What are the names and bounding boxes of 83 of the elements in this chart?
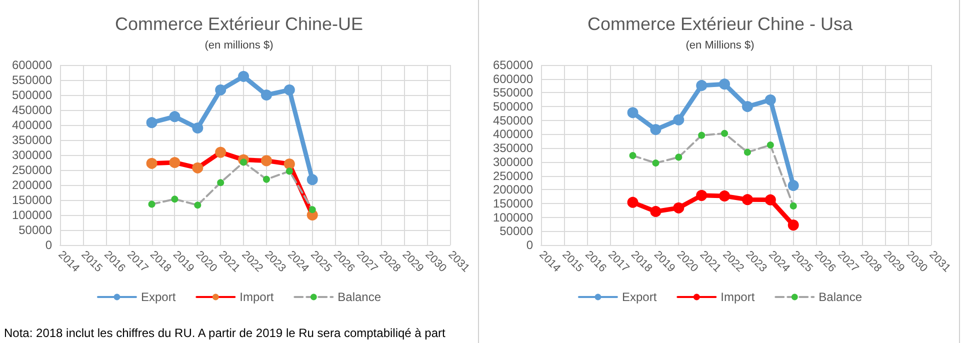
y-tick-label: 250000 — [12, 163, 52, 177]
point — [696, 80, 708, 91]
point — [766, 142, 774, 149]
point — [788, 180, 799, 191]
y-tick-label: 400000 — [492, 127, 534, 142]
point — [215, 84, 226, 96]
y-tick-label: 450000 — [12, 103, 52, 117]
point — [627, 196, 638, 208]
point — [192, 162, 204, 174]
point — [146, 117, 158, 128]
point — [673, 114, 684, 126]
legend-label: Export — [622, 290, 658, 304]
legend-label: Balance — [338, 290, 382, 304]
text: Nota: 2018 inclut les chiffres du RU. A partir de 2019 le Ru sera comptabiliqé à part — [4, 326, 446, 340]
y-tick-label: 50000 — [500, 224, 534, 238]
y-tick-label: 350000 — [492, 141, 534, 156]
point — [308, 206, 316, 214]
y-tick-label: 300000 — [492, 154, 534, 169]
point — [148, 200, 156, 208]
point — [696, 190, 708, 201]
legend-label: Import — [240, 290, 274, 304]
y-tick-label: 550000 — [12, 73, 52, 87]
point — [719, 78, 730, 90]
point — [169, 111, 180, 122]
point — [262, 176, 270, 183]
point — [627, 107, 638, 118]
point — [675, 154, 682, 161]
point — [719, 190, 730, 202]
point — [652, 160, 660, 167]
y-tick-label: 650000 — [492, 58, 534, 72]
y-tick-label: 50000 — [18, 223, 52, 237]
point — [286, 168, 293, 175]
y-tick-label: 200000 — [492, 182, 534, 197]
y-tick-label: 250000 — [492, 168, 534, 183]
y-tick-label: 300000 — [12, 148, 52, 162]
chart-title: Commerce Extérieur Chine-UE — [114, 14, 364, 34]
point — [650, 124, 662, 136]
point — [742, 194, 753, 206]
legend-label: Balance — [818, 290, 862, 304]
point — [764, 94, 776, 106]
chart-subtitle: (en Millions $) — [686, 40, 754, 52]
point — [673, 202, 684, 214]
point — [790, 202, 797, 210]
y-tick-label: 350000 — [12, 133, 52, 147]
chart-subtitle: (en millions $) — [204, 40, 274, 52]
chart-title: Commerce Extérieur Chine - Usa — [587, 14, 854, 34]
y-tick-label: 450000 — [492, 113, 534, 128]
legend-label: Export — [140, 290, 176, 304]
point — [260, 90, 272, 100]
point — [171, 196, 178, 203]
point — [284, 158, 295, 170]
point — [650, 206, 662, 217]
y-tick-label: 0 — [45, 238, 52, 252]
y-tick-label: 200000 — [12, 178, 52, 192]
y-tick-label: 500000 — [12, 88, 52, 102]
y-tick-label: 600000 — [492, 72, 534, 86]
y-tick-label: 0 — [526, 238, 534, 252]
point — [629, 152, 636, 160]
point — [238, 70, 250, 82]
y-tick-label: 550000 — [492, 86, 534, 100]
point — [698, 132, 706, 139]
point — [192, 122, 204, 134]
y-tick-label: 150000 — [12, 193, 52, 207]
point — [788, 220, 799, 231]
point — [146, 158, 158, 169]
point — [169, 157, 180, 168]
point — [744, 148, 751, 156]
point — [764, 194, 776, 206]
y-tick-label: 600000 — [12, 58, 52, 72]
point — [215, 146, 226, 158]
point — [742, 101, 753, 112]
y-tick-label: 150000 — [492, 196, 534, 210]
y-tick-label: 500000 — [492, 100, 534, 114]
point — [217, 179, 224, 186]
y-tick-label: 100000 — [492, 210, 534, 224]
legend-label: Import — [720, 290, 756, 304]
point — [306, 174, 318, 186]
point — [194, 202, 202, 209]
point — [721, 130, 728, 137]
point — [260, 155, 272, 166]
y-tick-label: 400000 — [12, 118, 52, 132]
y-tick-label: 100000 — [12, 208, 52, 222]
point — [284, 84, 295, 96]
